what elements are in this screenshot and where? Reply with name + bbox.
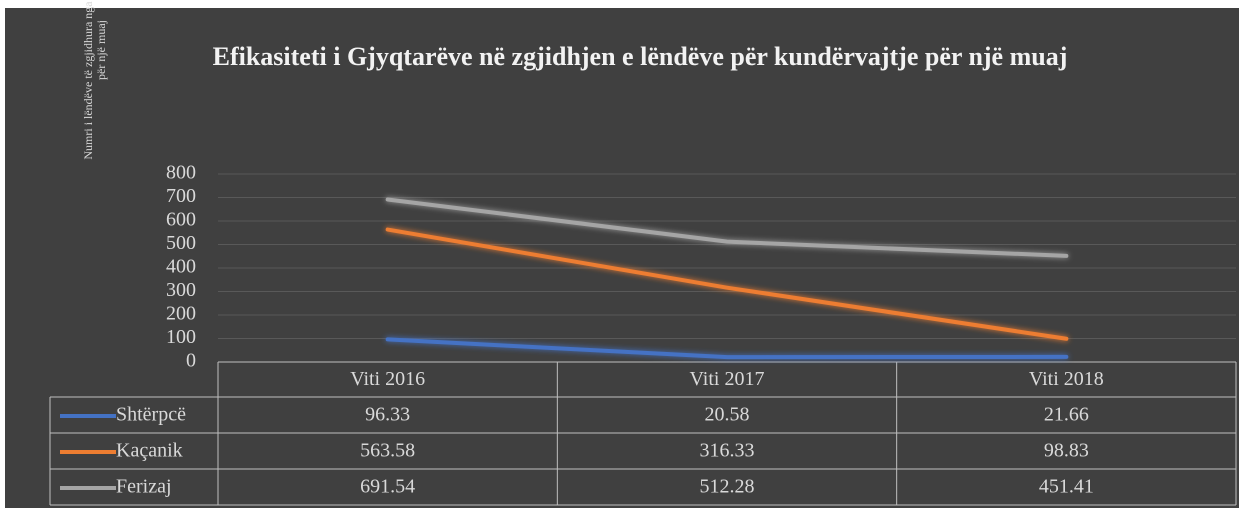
table-value: 563.58 — [360, 440, 415, 462]
y-tick-label: 400 — [166, 256, 196, 278]
legend-label: Shtërpcë — [116, 404, 186, 426]
legend-label: Kaçanik — [116, 440, 183, 462]
table-value: 20.58 — [705, 404, 750, 426]
series-line — [385, 337, 1069, 360]
legend-label: Ferizaj — [116, 476, 172, 498]
chart-title: Efikasiteti i Gjyqtarëve në zgjidhjen e … — [212, 42, 1068, 71]
y-tick-label: 300 — [166, 279, 196, 301]
y-tick-label: 100 — [166, 326, 196, 348]
table-value: 451.41 — [1039, 476, 1094, 498]
y-tick-label: 200 — [166, 303, 196, 325]
y-tick-label: 700 — [166, 185, 196, 207]
y-tick-label: 800 — [166, 162, 196, 184]
x-tick-label: Viti 2018 — [1029, 368, 1104, 390]
table-value: 21.66 — [1044, 404, 1089, 426]
table-value: 316.33 — [700, 440, 755, 462]
x-tick-label: Viti 2016 — [350, 368, 425, 390]
y-tick-label: 0 — [186, 350, 196, 372]
series-line — [385, 197, 1069, 258]
y-tick-label: 600 — [166, 209, 196, 231]
table-value: 96.33 — [365, 404, 410, 426]
y-tick-label: 500 — [166, 232, 196, 254]
table-value: 512.28 — [700, 476, 755, 498]
chart-background — [5, 8, 1239, 508]
table-value: 691.54 — [360, 476, 415, 498]
x-tick-label: Viti 2017 — [690, 368, 765, 390]
table-value: 98.83 — [1044, 440, 1089, 462]
series-line — [385, 227, 1069, 341]
